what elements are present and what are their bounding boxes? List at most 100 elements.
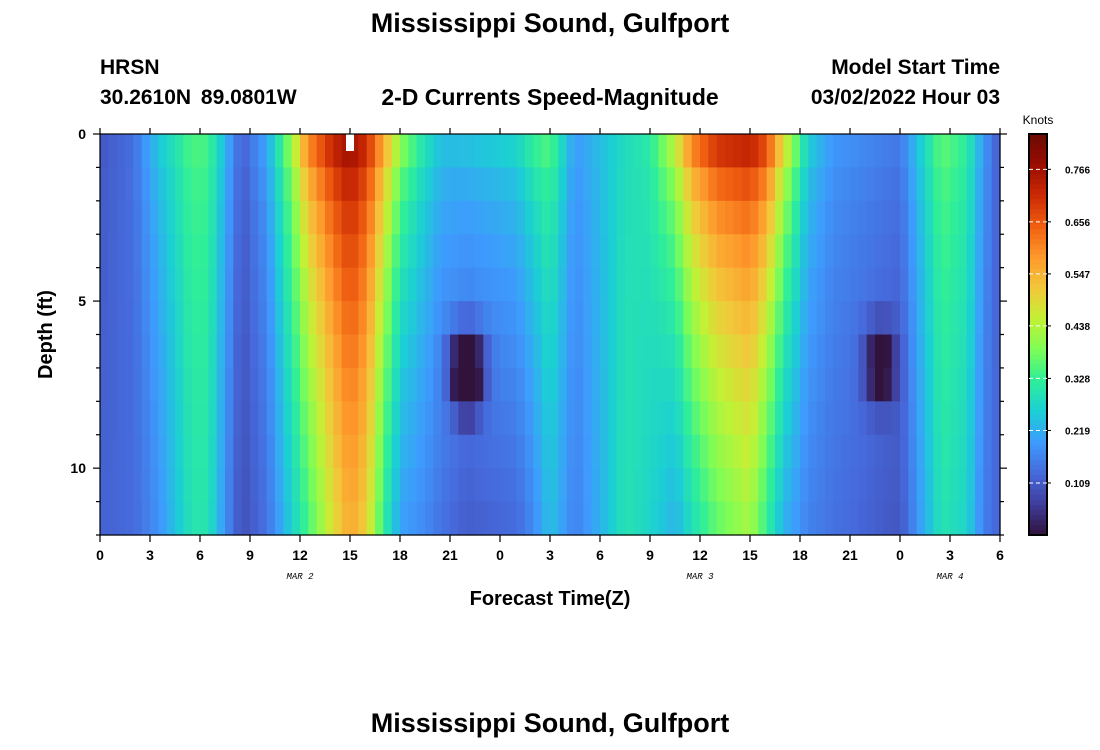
heatmap-cell — [741, 301, 751, 336]
heatmap-cell — [183, 434, 193, 469]
heatmap-cell — [183, 468, 193, 503]
heatmap-cell — [300, 334, 309, 369]
heatmap-cell — [191, 200, 201, 235]
heatmap-cell — [966, 301, 976, 336]
colorbar-cell — [1029, 199, 1047, 205]
heatmap-cell — [633, 501, 643, 536]
heatmap-cell — [700, 501, 709, 536]
heatmap-cell — [275, 334, 284, 369]
heatmap-cell — [641, 501, 651, 536]
heatmap-cell — [591, 267, 601, 302]
heatmap-cell — [841, 501, 851, 536]
heatmap-cell — [441, 301, 451, 336]
heatmap-cell — [291, 301, 301, 336]
heatmap-cell — [166, 501, 176, 536]
heatmap-cell — [500, 200, 509, 235]
heatmap-cell — [733, 367, 743, 402]
heatmap-cell — [966, 267, 976, 302]
heatmap-cell — [608, 401, 618, 436]
heatmap-cell — [441, 434, 451, 469]
heatmap-cell — [658, 200, 668, 235]
heatmap-cell — [175, 334, 184, 369]
heatmap-cell — [158, 134, 168, 169]
heatmap-cell — [575, 434, 584, 469]
heatmap-cell — [558, 167, 568, 202]
heatmap-cell — [166, 267, 176, 302]
heatmap-cell — [766, 468, 776, 503]
heatmap-cell — [500, 401, 509, 436]
heatmap-cell — [108, 167, 118, 202]
heatmap-cell — [625, 334, 634, 369]
heatmap-cell — [841, 301, 851, 336]
heatmap-cell — [241, 334, 251, 369]
heatmap-cell — [191, 167, 201, 202]
heatmap-cell — [425, 334, 434, 369]
heatmap-cell — [933, 200, 943, 235]
heatmap-cell — [183, 367, 193, 402]
heatmap-cell — [733, 301, 743, 336]
heatmap-cell — [816, 167, 826, 202]
heatmap-cell — [775, 434, 784, 469]
heatmap-cell — [850, 434, 859, 469]
heatmap-cell — [991, 334, 1001, 369]
colorbar-cell — [1029, 254, 1047, 260]
date-labels: MAR 2 MAR 3 MAR 4 — [286, 572, 963, 582]
heatmap-cell — [300, 234, 309, 269]
heatmap-cell — [425, 401, 434, 436]
heatmap-cell — [300, 434, 309, 469]
heatmap-cell — [533, 267, 543, 302]
heatmap-cell — [241, 267, 251, 302]
heatmap-cell — [500, 134, 509, 169]
heatmap-cell — [341, 134, 351, 169]
heatmap-cell — [433, 367, 443, 402]
heatmap-cell — [500, 234, 509, 269]
heatmap-cell — [158, 200, 168, 235]
heatmap-cell — [558, 200, 568, 235]
heatmap-cell — [150, 468, 159, 503]
heatmap-cell — [666, 267, 676, 302]
heatmap-cell — [316, 334, 326, 369]
heatmap-cell — [866, 501, 876, 536]
heatmap-cell — [258, 401, 268, 436]
heatmap-cell — [375, 468, 384, 503]
heatmap-cell — [858, 501, 868, 536]
heatmap-cell — [825, 501, 834, 536]
heatmap-cell — [733, 434, 743, 469]
heatmap-cell — [108, 134, 118, 169]
heatmap-cell — [325, 468, 334, 503]
heatmap-cell — [241, 501, 251, 536]
heatmap-cell — [841, 434, 851, 469]
heatmap-cell — [866, 434, 876, 469]
heatmap-cell — [166, 367, 176, 402]
heatmap-cell — [866, 234, 876, 269]
colorbar-cell — [1029, 439, 1047, 446]
heatmap-cell — [416, 134, 426, 169]
heatmap-cell — [533, 334, 543, 369]
heatmap-cell — [391, 334, 401, 369]
heatmap-cell — [258, 267, 268, 302]
heatmap-cell — [866, 267, 876, 302]
heatmap-cell — [916, 401, 926, 436]
colorbar-cell — [1029, 299, 1047, 306]
heatmap-cell — [383, 267, 393, 302]
x-tick-label: 3 — [146, 547, 154, 563]
heatmap-cell — [491, 501, 501, 536]
heatmap-cell — [775, 334, 784, 369]
heatmap-cell — [150, 434, 159, 469]
x-tick-label: 9 — [246, 547, 254, 563]
heatmap-cell — [575, 468, 584, 503]
heatmap-cell — [750, 367, 759, 402]
heatmap-cell — [916, 367, 926, 402]
heatmap-cell — [341, 200, 351, 235]
x-tick-label: 12 — [292, 547, 308, 563]
heatmap-cell — [866, 468, 876, 503]
heatmap-cell — [733, 134, 743, 169]
x-tick-label: 3 — [546, 547, 554, 563]
heatmap-cell — [575, 134, 584, 169]
heatmap-cell — [716, 301, 726, 336]
heatmap-cell — [208, 501, 218, 536]
heatmap-cell — [808, 501, 818, 536]
heatmap-cell — [425, 468, 434, 503]
heatmap-cell — [850, 334, 859, 369]
heatmap-cell — [200, 234, 209, 269]
